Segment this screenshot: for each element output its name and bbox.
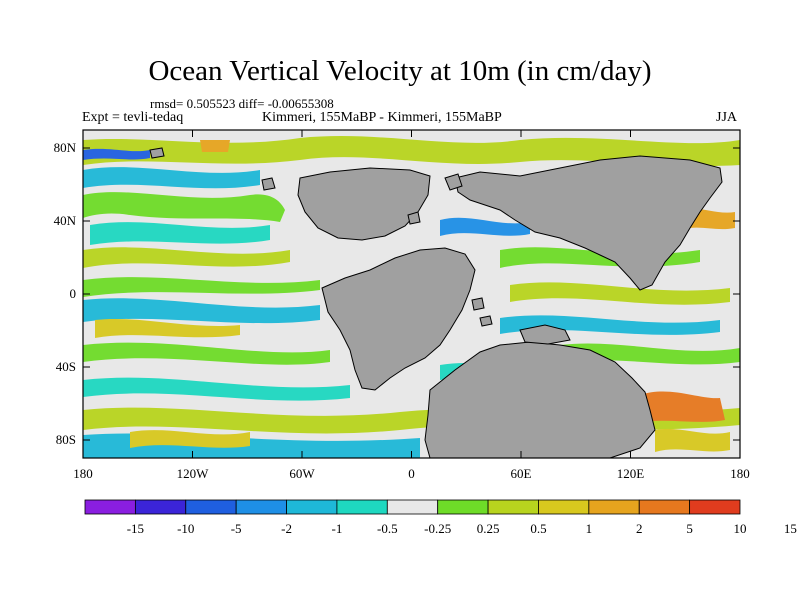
colorbar-label: -2 [281,521,292,536]
colorbar-label: -15 [127,521,144,536]
land-masses [149,147,723,458]
lat-tick-label: 80N [54,140,77,155]
velocity-patterns [83,136,740,458]
colorbar-swatch [487,499,539,515]
colorbar-label: 1 [586,521,593,536]
colorbar-label: -1 [332,521,343,536]
colorbar-swatch [286,499,338,515]
lat-tick-label: 40N [54,213,77,228]
lat-tick-label: 0 [70,286,77,301]
lat-tick-label: 80S [56,432,76,447]
colorbar-label: 0.5 [530,521,546,536]
lon-tick-label: 120E [617,466,645,481]
colorbar-swatch [538,499,590,515]
lon-tick-label: 180 [73,466,93,481]
latitude-axis [83,147,740,441]
lon-tick-label: 120W [177,466,210,481]
colorbar-swatch [235,499,287,515]
colorbar-swatch [185,499,237,515]
lon-tick-label: 0 [408,466,415,481]
experiment-label: Expt = tevli-tedaq [82,110,184,125]
colorbar-swatch [437,499,489,515]
colorbar-swatch [689,499,741,515]
colorbar [84,499,741,515]
lon-tick-label: 60E [511,466,532,481]
colorbar-swatch [336,499,388,515]
colorbar-label: -0.25 [424,521,451,536]
season-label: JJA [716,110,738,125]
colorbar-swatch [588,499,640,515]
colorbar-label: 15 [784,521,797,536]
colorbar-swatch [84,499,136,515]
longitude-axis [192,130,631,458]
colorbar-swatch [134,499,187,515]
colorbar-label: 0.25 [477,521,500,536]
latitude-labels: 80N 40N 0 40S 80S [54,140,77,447]
lon-tick-label: 180 [730,466,750,481]
colorbar-swatch [638,499,691,515]
lat-tick-label: 40S [56,359,76,374]
colorbar-label: 2 [636,521,643,536]
statistics-text: rmsd= 0.505523 diff= -0.00655308 [150,96,334,111]
colorbar-label: -10 [177,521,194,536]
colorbar-label: -0.5 [377,521,398,536]
colorbar-label: -5 [231,521,242,536]
plot-title: Ocean Vertical Velocity at 10m (in cm/da… [148,55,652,87]
comparison-label: Kimmeri, 155MaBP - Kimmeri, 155MaBP [262,110,502,125]
colorbar-label: 5 [686,521,693,536]
longitude-labels: 180 120W 60W 0 60E 120E 180 [73,466,750,481]
map-field [83,130,740,458]
colorbar-swatch [386,499,439,515]
lon-tick-label: 60W [289,466,315,481]
colorbar-label: 10 [734,521,747,536]
colorbar-labels: -15 -10 -5 -2 -1 -0.5 -0.25 0.25 0.5 1 2 5 10 15 [127,521,797,536]
